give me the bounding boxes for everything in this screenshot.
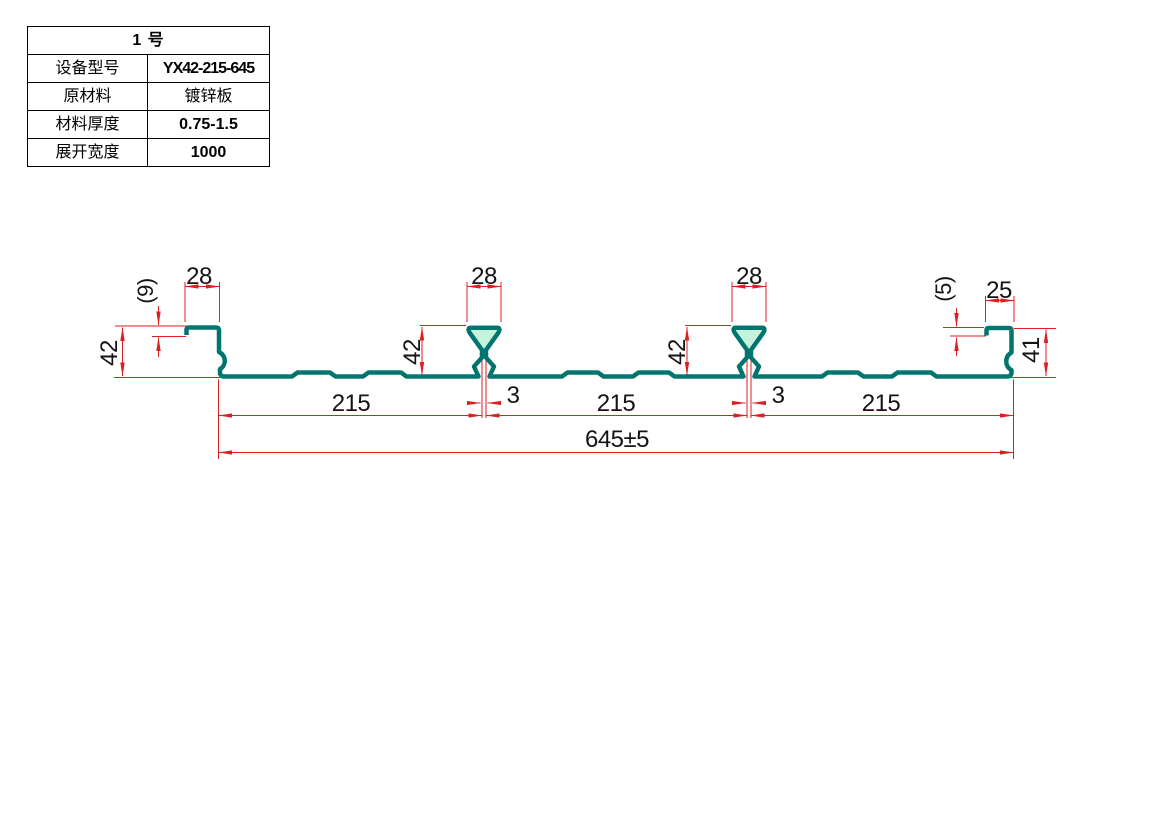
dim-span-left: 215	[331, 390, 371, 417]
dim-rib1-height: 42	[399, 339, 426, 365]
dim-rib1-width: 28	[471, 263, 497, 290]
dim-left-lip-offset: (9)	[133, 278, 158, 304]
left-end-dimensions	[114, 282, 220, 459]
dim-left-height: 42	[96, 340, 123, 366]
table-row: 设备型号 YX42-215-645	[27, 54, 271, 83]
right-end-dimensions	[943, 296, 1056, 459]
rib1-fill	[470, 329, 498, 356]
dim-left-lip-width: 28	[186, 263, 212, 290]
dim-rib2-height: 42	[664, 339, 691, 365]
rib2-dimensions	[684, 282, 767, 418]
profile-outline	[184, 325, 1014, 379]
dim-right-height: 41	[1018, 337, 1045, 363]
dim-total-width: 645±5	[584, 426, 650, 453]
dim-right-lip-width: 25	[986, 277, 1012, 304]
dim-rib2-slot-width: 3	[771, 382, 785, 409]
dim-rib1-slot-width: 3	[506, 382, 520, 409]
raw-material-value: 镀锌板	[146, 82, 271, 111]
unfolded-width-label: 展开宽度	[27, 138, 148, 167]
material-thickness-label: 材料厚度	[27, 110, 148, 139]
device-model-value: YX42-215-645	[146, 54, 271, 83]
unfolded-width-value: 1000	[146, 138, 271, 167]
profile-inner-line	[187, 328, 1012, 377]
table-row: 展开宽度 1000	[27, 138, 271, 167]
rib1-dimensions	[419, 282, 502, 418]
bottom-dimensions	[218, 413, 1014, 455]
rib2-fill	[735, 329, 763, 356]
dim-span-middle: 215	[596, 390, 636, 417]
dimension-lines	[114, 282, 1056, 459]
table-row: 材料厚度 0.75-1.5	[27, 110, 271, 139]
device-model-label: 设备型号	[27, 54, 148, 83]
title-block: 1 号 设备型号 YX42-215-645 原材料 镀锌板 材料厚度 0.75-…	[26, 26, 271, 167]
sheet-number: 1 号	[26, 26, 271, 55]
title-block-header-row: 1 号	[26, 26, 271, 55]
material-thickness-value: 0.75-1.5	[146, 110, 271, 139]
dim-rib2-width: 28	[736, 263, 762, 290]
dim-span-right: 215	[861, 390, 901, 417]
dim-right-lip-offset: (5)	[931, 276, 956, 302]
